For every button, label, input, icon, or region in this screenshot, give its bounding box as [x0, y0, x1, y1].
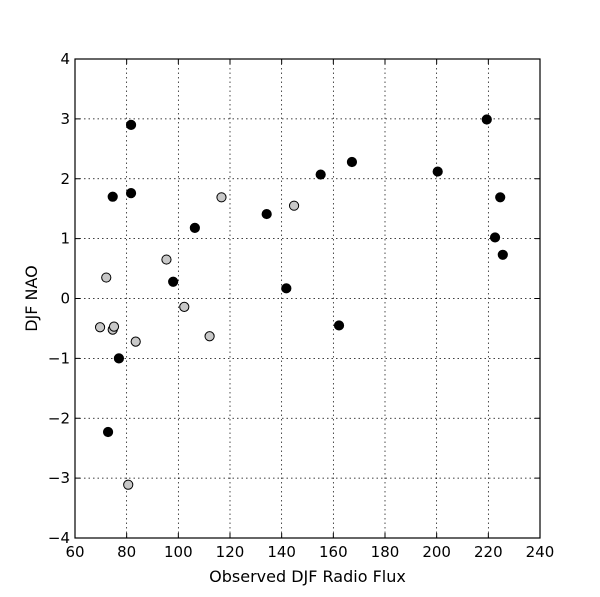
x-tick-label: 80: [117, 543, 136, 561]
x-axis-label: Observed DJF Radio Flux: [209, 567, 406, 586]
data-point-gray: [123, 479, 134, 490]
data-point-black: [281, 283, 292, 294]
x-tick-label: 60: [65, 543, 84, 561]
x-tick-label: 180: [371, 543, 400, 561]
data-point-gray: [179, 301, 190, 312]
data-point-black: [432, 166, 443, 177]
y-tick-label: 2: [60, 170, 70, 188]
data-point-black: [333, 320, 345, 331]
data-point-black: [497, 249, 508, 260]
data-point-gray: [130, 336, 141, 347]
data-point-black: [261, 208, 272, 220]
y-tick-label: −2: [48, 409, 70, 427]
point-layer: [94, 114, 508, 490]
y-tick-label: −1: [48, 349, 70, 367]
data-point-gray: [94, 322, 106, 333]
data-point-black: [125, 188, 137, 199]
tick-layer: 60 80 100 120 140 160 180 200 220 240 −4 −3 −2 −1 0 1 2 3…: [48, 50, 554, 561]
data-point-black: [489, 232, 501, 243]
plot-frame: [74, 58, 541, 539]
data-point-gray: [101, 272, 112, 283]
y-tick-label: 1: [60, 230, 70, 248]
data-point-black: [168, 276, 179, 287]
data-point-gray: [216, 192, 227, 203]
x-tick-label: 240: [526, 543, 555, 561]
data-point-black: [107, 191, 118, 202]
x-tick-label: 140: [267, 543, 296, 561]
y-tick-label: 3: [60, 110, 70, 128]
data-point-black: [315, 169, 326, 180]
x-tick-label: 100: [164, 543, 193, 561]
x-tick-label: 120: [216, 543, 245, 561]
data-point-black: [102, 426, 114, 438]
data-point-black: [495, 192, 506, 203]
grid-layer: [75, 59, 540, 538]
data-point-black: [189, 222, 200, 233]
x-tick-label: 160: [319, 543, 348, 561]
y-tick-label: 0: [60, 290, 70, 308]
data-point-gray: [161, 254, 172, 265]
y-axis-label: DJF NAO: [22, 265, 41, 332]
y-tick-label: −3: [48, 469, 70, 487]
data-point-gray: [288, 200, 300, 211]
x-tick-label: 200: [422, 543, 451, 561]
data-point-black: [113, 353, 125, 364]
y-tick-label: 4: [60, 50, 70, 68]
data-point-black: [125, 119, 137, 130]
data-point-gray: [204, 331, 215, 342]
data-point-black: [346, 156, 358, 168]
y-tick-label: −4: [48, 529, 70, 547]
x-tick-label: 220: [474, 543, 503, 561]
data-point-gray: [108, 321, 120, 332]
data-point-black: [481, 114, 492, 125]
